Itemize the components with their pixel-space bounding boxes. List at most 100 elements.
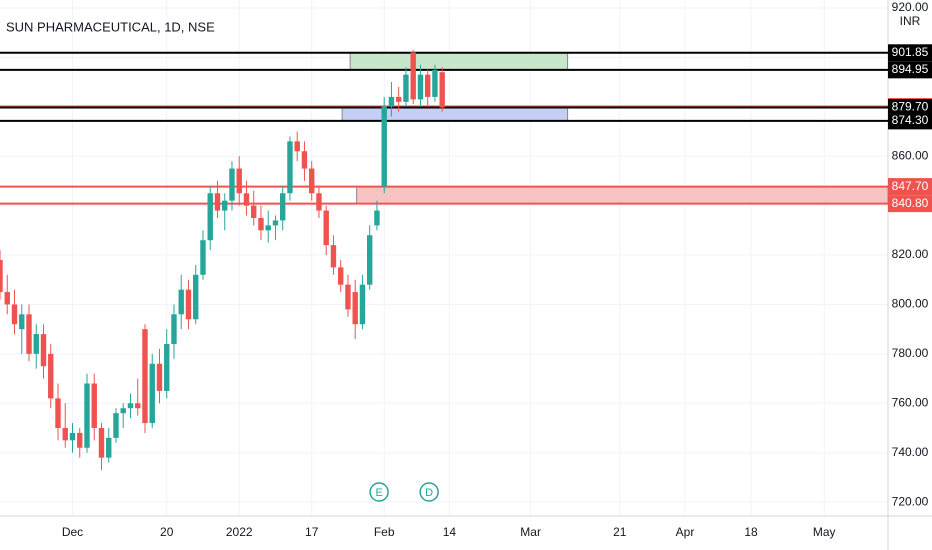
- y-tick-label: 860.00: [892, 148, 929, 162]
- candle-body: [366, 235, 373, 285]
- zone: [341, 106, 569, 122]
- candle-body: [374, 210, 380, 226]
- candle-body: [236, 168, 242, 194]
- candle-body: [207, 193, 213, 241]
- level-label-box: [888, 195, 932, 213]
- x-tick-label: Apr: [676, 525, 695, 539]
- event-label: D: [425, 487, 433, 499]
- level-label-box: [888, 44, 932, 62]
- event-marker: [369, 482, 389, 502]
- candle-body: [359, 284, 366, 325]
- x-tick-label: 14: [443, 525, 457, 539]
- candle-body: [171, 314, 177, 344]
- x-tick-label: May: [813, 525, 836, 539]
- x-tick-label: 20: [160, 525, 174, 539]
- candle-body: [4, 292, 10, 305]
- candle-body: [330, 245, 337, 268]
- x-tick-label: 18: [744, 525, 758, 539]
- candle-body: [149, 363, 155, 424]
- candle-body: [272, 220, 279, 226]
- candle-body: [0, 259, 3, 293]
- candle-body: [120, 408, 126, 414]
- candle-body: [258, 217, 264, 231]
- candle-body: [251, 205, 257, 218]
- x-tick-label: Mar: [520, 525, 541, 539]
- y-tick-label: 720.00: [892, 494, 929, 508]
- candle-body: [91, 383, 97, 428]
- candle-body: [135, 403, 141, 409]
- candle-body: [113, 413, 119, 438]
- candle-body: [19, 314, 25, 330]
- candle-body: [294, 141, 300, 152]
- candle-body: [77, 432, 83, 448]
- candle-body: [403, 74, 409, 102]
- level-label: 840.80: [892, 196, 929, 210]
- candle-body: [316, 193, 322, 211]
- candle-body: [164, 343, 170, 391]
- candle-body: [127, 403, 134, 409]
- candle-body: [178, 289, 184, 315]
- candle-body: [417, 74, 424, 100]
- candle-body: [48, 353, 54, 399]
- zone: [356, 186, 889, 205]
- event-marker: [419, 482, 439, 502]
- level-label: 874.30: [892, 113, 929, 127]
- x-tick-label: 17: [305, 525, 319, 539]
- candle-body: [142, 329, 148, 424]
- x-tick-label: Dec: [62, 525, 83, 539]
- x-tick-label: 2022: [226, 525, 253, 539]
- candle-body: [301, 151, 308, 169]
- candle-body: [432, 69, 438, 97]
- candle-body: [229, 168, 235, 201]
- candle-body: [193, 274, 199, 320]
- candle-body: [280, 193, 286, 221]
- candle-body: [40, 334, 47, 367]
- candle-body: [410, 52, 416, 100]
- candle-body: [69, 432, 76, 441]
- currency: INR: [900, 14, 921, 28]
- candle-body: [243, 193, 250, 206]
- level-label: 879.70: [892, 100, 929, 114]
- y-tick-label: 740.00: [892, 445, 929, 459]
- candle-body: [352, 292, 358, 325]
- candle-body: [265, 225, 271, 231]
- y-tick-label: 800.00: [892, 297, 929, 311]
- candle-body: [33, 334, 39, 354]
- candle-body: [84, 383, 90, 448]
- candle-body: [287, 141, 293, 194]
- level-label: 894.95: [892, 62, 929, 76]
- x-tick-label: Feb: [374, 525, 395, 539]
- level-label-box: [888, 61, 932, 79]
- candle-body: [55, 398, 61, 428]
- level-label-box: [888, 178, 932, 196]
- candle-body: [185, 289, 192, 320]
- candle-body: [309, 168, 315, 194]
- y-tick-label: 920.00: [892, 0, 929, 14]
- candle-body: [345, 284, 351, 310]
- level-label: 901.85: [892, 45, 929, 59]
- event-label: E: [375, 487, 382, 499]
- zone: [349, 52, 569, 71]
- candle-body: [214, 193, 221, 211]
- x-tick-label: 21: [613, 525, 627, 539]
- candle-body: [106, 437, 112, 458]
- candle-body: [381, 106, 387, 187]
- candle-body: [395, 96, 402, 102]
- y-tick-label: 820.00: [892, 247, 929, 261]
- candle-body: [98, 427, 105, 458]
- y-tick-label: 760.00: [892, 395, 929, 409]
- candle-body: [323, 210, 329, 246]
- candle-body: [424, 74, 431, 97]
- candle-body: [222, 200, 228, 211]
- candle-body: [200, 240, 206, 275]
- candle-body: [11, 304, 18, 325]
- candle-body: [26, 314, 32, 354]
- level-label-box: [888, 99, 932, 117]
- y-tick-label: 780.00: [892, 346, 929, 360]
- candle-body: [338, 267, 344, 285]
- level-label-box: [888, 112, 932, 130]
- candle-body: [156, 363, 163, 391]
- candle-body: [439, 72, 445, 108]
